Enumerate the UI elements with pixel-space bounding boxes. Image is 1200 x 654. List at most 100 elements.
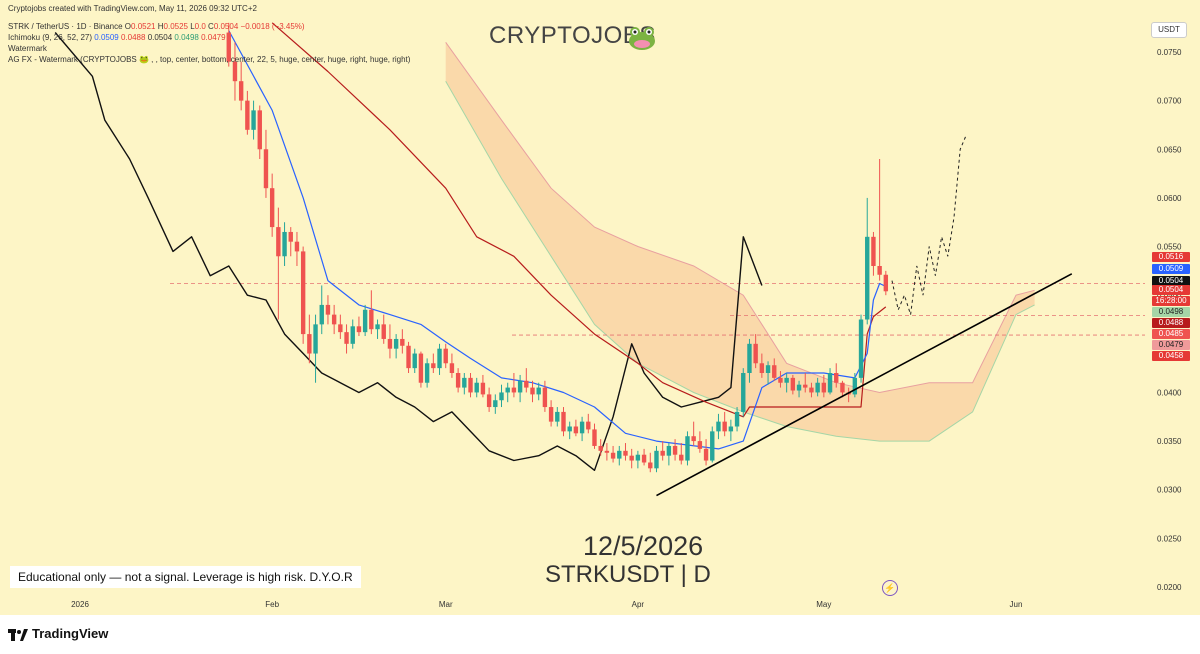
candle-body <box>803 384 808 388</box>
candle-body <box>796 384 802 391</box>
candle-body <box>362 309 368 333</box>
candle-body <box>858 319 864 378</box>
low-label: L <box>190 22 195 31</box>
candle-body <box>449 363 455 373</box>
candle-body <box>883 274 889 292</box>
time-tick-label: Apr <box>632 600 645 609</box>
change-value: −0.0018 (−3.45%) <box>240 22 305 31</box>
ichimoku-spana-value: 0.0479 <box>201 33 226 42</box>
lightning-bolt-icon[interactable]: ⚡ <box>882 580 898 596</box>
candle-body <box>257 110 262 150</box>
candle-body <box>443 348 448 364</box>
candle-body <box>369 309 374 330</box>
candle-body <box>431 363 436 369</box>
watermark-title: CRYPTOJOBS <box>489 22 656 49</box>
symbol-name: STRK / TetherUS · 1D · Binance <box>8 22 123 31</box>
candle-body <box>623 450 628 456</box>
close-value: 0.0504 <box>213 22 239 31</box>
candle-body <box>728 426 734 432</box>
time-tick-label: Feb <box>265 600 279 609</box>
candle-body <box>400 338 405 346</box>
candle-body <box>747 343 752 373</box>
candle-body <box>641 454 647 463</box>
candle-body <box>821 382 827 393</box>
time-tick-label: Jun <box>1010 600 1023 609</box>
candle-body <box>232 61 238 82</box>
low-value: 0.0 <box>194 22 206 31</box>
candle-body <box>691 436 696 442</box>
candle-body <box>524 380 529 388</box>
candle-body <box>741 373 746 412</box>
disclaimer-box: Educational only — not a signal. Leverag… <box>10 566 361 588</box>
price-tick-label: 0.0500 <box>1157 291 1182 300</box>
price-tag: 16:28:00 <box>1152 296 1190 306</box>
candle-body <box>406 345 411 369</box>
candle-body <box>635 454 641 461</box>
candle-body <box>604 450 610 453</box>
ichimoku-chikou-value: 0.0504 <box>147 33 173 42</box>
price-tick-label: 0.0300 <box>1157 486 1182 495</box>
candle-body <box>505 387 510 393</box>
agfx-legend: AG FX - Watermark (CRYPTOJOBS 🐸 , , top,… <box>8 55 411 64</box>
trendline-layer <box>656 273 1073 497</box>
candle-body <box>679 454 684 461</box>
support-trendline <box>656 273 1073 497</box>
price-tick-label: 0.0650 <box>1157 145 1182 154</box>
price-tick-label: 0.0700 <box>1157 97 1182 106</box>
candle-body <box>561 411 566 432</box>
kijun-sen-line <box>271 22 887 418</box>
candle-body <box>654 450 659 469</box>
chart-area[interactable]: 0.0750 0.0700 0.0650 0.0600 0.0550 0.0500 0.04… <box>0 0 1200 615</box>
frog-emoji-icon <box>629 27 655 50</box>
candle-body <box>356 326 362 333</box>
candle-body <box>827 373 833 393</box>
price-tick-label: 0.0400 <box>1157 388 1182 397</box>
price-tick-label: 0.0600 <box>1157 194 1182 203</box>
candle-body <box>834 373 839 383</box>
candle-body <box>685 436 690 461</box>
candle-body <box>809 387 814 393</box>
candle-body <box>437 348 442 369</box>
candle-body <box>697 441 703 449</box>
candle-body <box>412 353 417 369</box>
tradingview-logo-icon <box>8 628 28 641</box>
ichimoku-cloud-layer <box>445 42 1035 442</box>
candle-body <box>418 353 424 383</box>
time-tick-label: May <box>816 600 831 609</box>
candle-body <box>344 332 349 344</box>
candle-body <box>784 377 789 383</box>
time-axis: 2026 Feb Mar Apr May Jun <box>71 600 1022 609</box>
candle-body <box>765 365 771 373</box>
ichimoku-spanb-value: 0.0498 <box>174 33 199 42</box>
price-tick-label: 0.0550 <box>1157 243 1182 252</box>
candle-body <box>710 431 715 461</box>
candle-body <box>530 387 535 395</box>
candle-body <box>586 421 591 430</box>
price-tick-label: 0.0750 <box>1157 48 1182 57</box>
price-chart[interactable]: 0.0750 0.0700 0.0650 0.0600 0.0550 0.0500 0.04… <box>0 0 1200 615</box>
candle-body <box>703 448 709 461</box>
senkou-span-b-line <box>445 80 1035 442</box>
candle-body <box>282 231 287 257</box>
candle-body <box>722 421 727 432</box>
candle-body <box>325 304 331 315</box>
candle-body <box>567 426 572 432</box>
projection-layer <box>891 134 967 315</box>
ichimoku-cloud <box>445 42 1035 442</box>
candle-body <box>815 382 820 393</box>
candle-body <box>375 324 380 330</box>
candle-body <box>753 343 758 364</box>
candle-body <box>579 421 585 434</box>
high-label: H <box>157 22 164 31</box>
candle-body <box>307 334 312 354</box>
candle-body <box>238 81 244 101</box>
tradingview-brand[interactable]: TradingView <box>8 626 108 641</box>
candle-body <box>511 387 517 393</box>
candle-body <box>226 32 231 62</box>
currency-button[interactable]: USDT <box>1151 22 1187 38</box>
candle-body <box>424 363 430 383</box>
date-stamp: 12/5/2026 <box>583 531 704 561</box>
candle-body <box>840 382 845 393</box>
price-tick-label: 0.0350 <box>1157 437 1182 446</box>
candle-body <box>592 429 597 446</box>
